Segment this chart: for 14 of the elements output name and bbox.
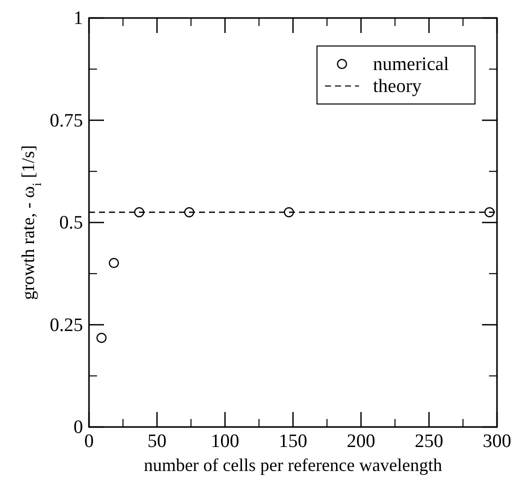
x-tick-label: 150 [278,431,308,452]
y-tick-label: 0.25 [50,314,83,336]
x-axis-title: number of cells per reference wavelength [144,455,442,475]
y-tick-label: 0 [74,417,83,438]
y-tick-label: 1 [74,8,83,29]
y-tick-label: 0.75 [50,110,83,132]
x-tick-label: 200 [346,431,376,452]
x-tick-label: 50 [148,431,166,452]
legend-label: numerical [373,54,449,75]
x-tick-label: 300 [482,431,512,452]
x-tick-label: 100 [210,431,240,452]
y-tick-label: 0.5 [59,212,83,234]
x-tick-label: 250 [414,431,444,452]
legend-label: theory [373,76,422,97]
